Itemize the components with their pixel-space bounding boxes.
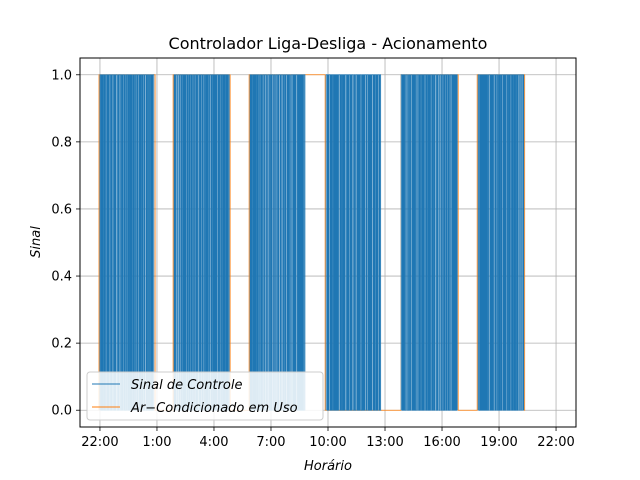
- legend-label-ar: Ar−Condicionado em Uso: [130, 401, 298, 416]
- x-tick-label: 7:00: [256, 435, 285, 450]
- x-tick-label: 19:00: [480, 435, 517, 450]
- y-tick-label: 0.8: [51, 135, 72, 150]
- y-tick-label: 1.0: [51, 68, 72, 83]
- legend-label-sinal: Sinal de Controle: [131, 378, 242, 393]
- x-axis-label: Horário: [304, 459, 352, 474]
- x-tick-label: 4:00: [199, 435, 228, 450]
- ticks: 22:00 1:00 4:00 7:00 10:00 13:00 16:00 19:00 22:…: [51, 68, 574, 450]
- y-tick-label: 0.4: [51, 270, 72, 285]
- y-tick-label: 0.2: [51, 337, 72, 352]
- y-tick-label: 0.6: [51, 202, 72, 217]
- legend: Sinal de Controle Ar−Condicionado em Uso: [86, 371, 324, 421]
- chart-title: Controlador Liga-Desliga - Acionamento: [169, 34, 488, 53]
- x-tick-label: 10:00: [309, 435, 346, 450]
- x-tick-label: 22:00: [537, 435, 574, 450]
- legend-box: [86, 371, 324, 421]
- x-tick-label: 22:00: [81, 435, 118, 450]
- x-tick-label: 1:00: [142, 435, 171, 450]
- x-tick-label: 13:00: [366, 435, 403, 450]
- y-tick-label: 0.0: [51, 404, 72, 419]
- y-axis-label: Sinal: [29, 226, 44, 258]
- x-tick-label: 16:00: [423, 435, 460, 450]
